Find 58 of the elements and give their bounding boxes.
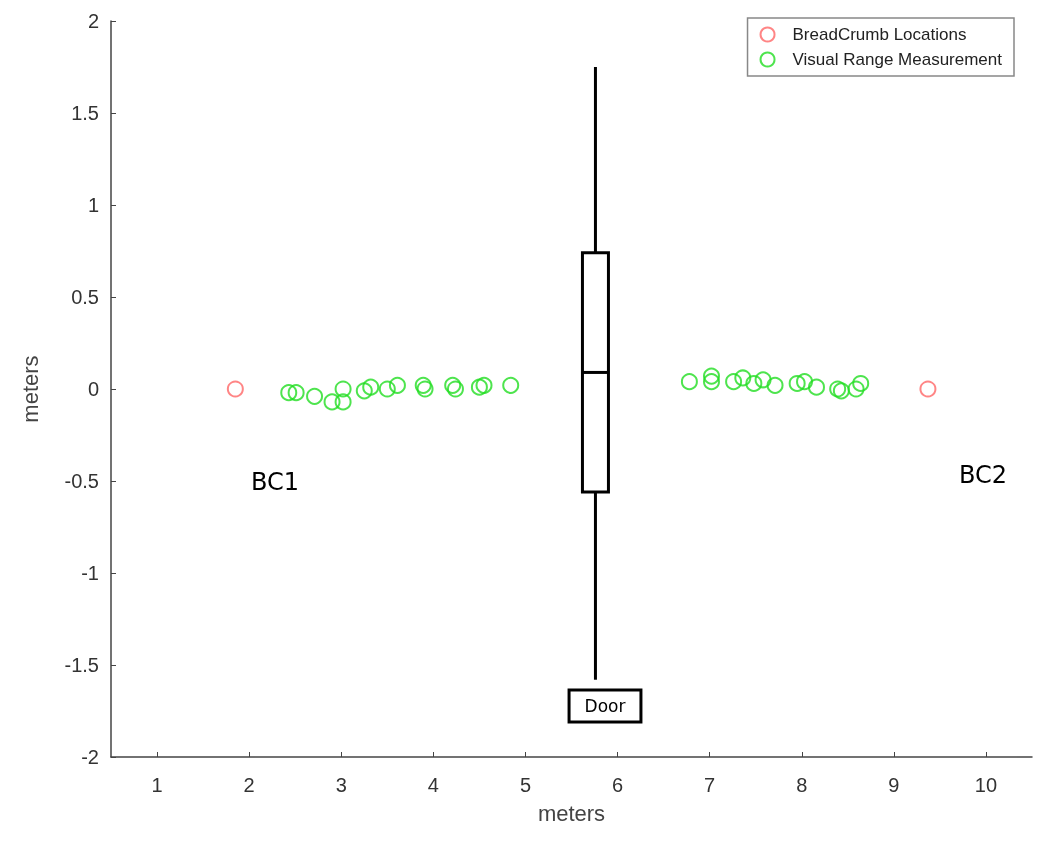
point [334,380,352,398]
point [703,373,720,391]
x-tick-label: 3 [335,774,347,796]
y-tick-label: -2 [81,746,99,768]
point [287,384,305,402]
point [470,378,488,396]
y-tick-label: -1 [81,562,99,584]
y-tick-label: -0.5 [64,470,99,492]
y-tick-label: -1.5 [64,654,99,676]
x-tick-label: 10 [974,774,998,796]
point [444,376,462,394]
x-tick-label: 4 [427,774,439,796]
point [808,378,825,396]
point [280,384,298,402]
legend-label: BreadCrumb Locations [792,25,967,44]
y-tick-label: 0.5 [71,286,99,308]
point [745,374,763,392]
x-tick-label: 6 [611,774,624,796]
point [226,380,244,398]
y-tick-label: 1.5 [71,102,99,124]
point [796,373,814,391]
point [362,378,380,396]
point [734,369,752,387]
point [754,371,772,389]
point [334,393,352,411]
x-axis-title: meters [537,800,606,826]
legend-label: Visual Range Measurement [792,50,1003,69]
y-tick-label: 2 [87,10,99,32]
annotation: BC1 [250,468,300,496]
point [388,376,406,394]
point [766,376,784,394]
point [680,373,698,391]
point [919,380,937,398]
point [725,373,743,391]
x-tick-label: 8 [796,774,808,796]
y-axis-title: meters [17,355,43,423]
y-tick-label: 0 [87,378,99,400]
point [475,376,493,394]
x-tick-label: 7 [704,774,716,796]
point [502,376,520,394]
point [355,382,373,400]
point [847,380,865,398]
point [416,380,434,398]
point [414,376,432,394]
point [323,393,341,411]
point [378,380,396,398]
y-tick-label: 1 [87,194,99,216]
x-tick-label: 1 [151,774,163,796]
point [446,380,464,398]
x-tick-label: 2 [243,774,255,796]
x-tick-label: 5 [519,774,532,796]
point [703,367,720,385]
annotation: BC2 [958,461,1008,489]
point [788,374,806,392]
annotation: Door [584,696,626,716]
point [306,387,324,405]
point [852,374,870,392]
x-tick-label: 9 [888,774,900,796]
